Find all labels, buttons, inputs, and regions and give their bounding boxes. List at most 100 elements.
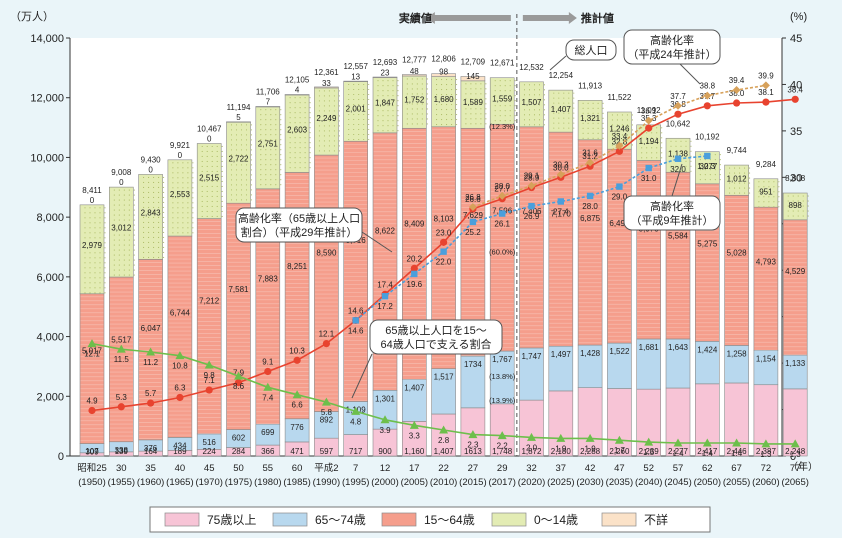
bar-dot bbox=[260, 169, 262, 171]
category-year-label: (2017) bbox=[488, 477, 515, 488]
line-value-label: 29.1 bbox=[524, 172, 540, 181]
bar-dot bbox=[318, 150, 320, 152]
line-value-label: 38.4 bbox=[787, 85, 803, 94]
total-label: 8,808 bbox=[785, 174, 806, 183]
legend-label: 0～14歳 bbox=[534, 513, 578, 527]
bar-value-label: 4,793 bbox=[756, 258, 777, 267]
bar-dot bbox=[280, 149, 282, 151]
bar-dot bbox=[89, 207, 91, 209]
line-marker bbox=[790, 439, 800, 448]
bar-dot bbox=[392, 120, 394, 122]
bar-dot bbox=[592, 102, 594, 104]
bar-dot bbox=[294, 157, 296, 159]
bar-dot bbox=[807, 195, 809, 197]
bar-value-label: 1,752 bbox=[404, 96, 425, 105]
bar-dot bbox=[528, 124, 531, 126]
projected-arrow bbox=[522, 12, 577, 24]
bar-dot bbox=[128, 219, 130, 221]
line-value-label: 2.0 bbox=[526, 443, 538, 452]
bar-dot bbox=[118, 259, 120, 261]
bar-dot bbox=[758, 191, 760, 193]
bar-dot bbox=[441, 84, 443, 86]
bar-dot bbox=[411, 118, 413, 120]
bar-dot bbox=[446, 104, 448, 106]
bar-dot bbox=[240, 199, 243, 201]
bar-dot bbox=[485, 93, 487, 95]
bar-dot bbox=[587, 112, 589, 114]
support-ratio-callout-text: 65歳以上人口を15～ bbox=[385, 324, 486, 337]
bar-dot bbox=[270, 144, 272, 146]
bar-dot bbox=[299, 117, 301, 119]
bar-dot bbox=[99, 227, 101, 229]
left-tick-label: 10,000 bbox=[30, 152, 64, 164]
bar-dot bbox=[446, 84, 448, 86]
bar-dot bbox=[387, 95, 389, 97]
bar-dot bbox=[206, 200, 208, 203]
bar-dot bbox=[163, 226, 165, 228]
bar-dot bbox=[245, 139, 248, 141]
bar-dot bbox=[485, 103, 487, 105]
bar-value-label: 2,722 bbox=[228, 155, 249, 164]
bar-dot bbox=[240, 154, 243, 156]
bar-dot bbox=[216, 190, 218, 193]
bar-dot bbox=[113, 209, 115, 211]
bar-dot bbox=[294, 152, 296, 154]
line-marker bbox=[702, 438, 712, 447]
bar-dot bbox=[172, 222, 174, 224]
bar-dot bbox=[563, 127, 565, 129]
bar-dot bbox=[182, 207, 184, 209]
bar-dot bbox=[504, 85, 506, 87]
bar-segment bbox=[314, 154, 339, 412]
bar-dot bbox=[275, 144, 277, 146]
bar-dot bbox=[504, 120, 506, 122]
bar-dot bbox=[768, 196, 770, 198]
bar-dot bbox=[84, 287, 86, 289]
bar-dot bbox=[680, 140, 682, 142]
bar-dot bbox=[426, 103, 428, 105]
bar-dot bbox=[94, 267, 96, 269]
bar-dot bbox=[211, 145, 213, 148]
bar-segment bbox=[548, 390, 574, 457]
bar-segment bbox=[753, 206, 779, 351]
bar-dot bbox=[368, 138, 370, 141]
bar-dot bbox=[646, 147, 648, 149]
bar-dot bbox=[568, 122, 570, 124]
bar-dot bbox=[280, 179, 282, 181]
category-label: 50 bbox=[233, 463, 244, 474]
bar-dot bbox=[333, 140, 335, 142]
bar-dot bbox=[392, 105, 394, 107]
bar-dot bbox=[289, 152, 291, 154]
line-value-label: 27.7 bbox=[494, 185, 510, 194]
bar-value-label: 1,321 bbox=[580, 114, 601, 123]
bar-dot bbox=[153, 216, 155, 218]
bar-dot bbox=[289, 117, 291, 119]
bar-dot bbox=[84, 292, 86, 294]
bar-dot bbox=[421, 78, 423, 80]
line-value-label: 19.6 bbox=[407, 280, 423, 289]
bar-dot bbox=[749, 187, 751, 189]
legend-label: 75歳以上 bbox=[207, 513, 256, 527]
bar-dot bbox=[294, 97, 296, 99]
bar-dot bbox=[123, 214, 125, 216]
line-marker bbox=[703, 91, 712, 100]
bar-dot bbox=[299, 157, 301, 159]
category-label: 55 bbox=[263, 463, 274, 474]
bar-dot bbox=[280, 184, 282, 186]
bar-dot bbox=[245, 194, 248, 196]
bar-dot bbox=[192, 182, 194, 184]
line-marker bbox=[791, 95, 799, 103]
bar-dot bbox=[270, 174, 272, 176]
bar-dot bbox=[480, 88, 482, 90]
bar-dot bbox=[744, 177, 746, 179]
line-value-label: 3.3 bbox=[409, 431, 421, 440]
bar-dot bbox=[275, 179, 277, 181]
bar-dot bbox=[582, 102, 584, 104]
category-label: 29 bbox=[497, 463, 508, 474]
bar-segment bbox=[548, 345, 574, 392]
bar-dot bbox=[304, 122, 306, 124]
bar-dot bbox=[221, 190, 223, 193]
bar-dot bbox=[333, 150, 335, 152]
bar-dot bbox=[436, 79, 438, 81]
bar-dot bbox=[421, 98, 423, 100]
bar-dot bbox=[182, 212, 184, 214]
